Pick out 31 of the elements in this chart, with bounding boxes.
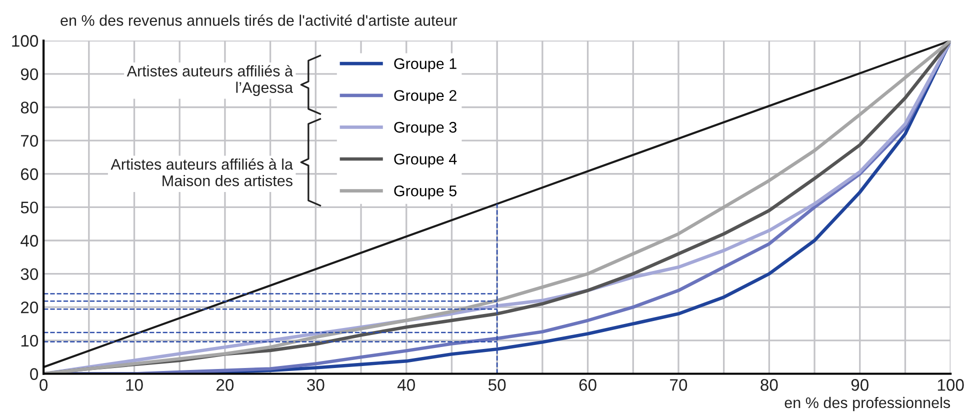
x-tick-label: 80 xyxy=(760,379,778,391)
y-tick-label: 90 xyxy=(20,68,38,80)
y-tick-label: 60 xyxy=(21,168,38,180)
x-tick-label: 60 xyxy=(579,379,596,391)
x-tick-label: 40 xyxy=(397,379,415,391)
x-tick-label: 20 xyxy=(216,379,234,391)
x-tick-label: 70 xyxy=(670,379,688,391)
annotation: Artistes auteurs affiliés à la Maison des artistes xyxy=(110,158,293,186)
legend-label: Groupe 3 xyxy=(394,122,456,136)
y-tick-label: 0 xyxy=(30,368,38,380)
x-axis-title: en % des professionnels xyxy=(784,396,950,412)
x-tick-label: 30 xyxy=(307,379,324,391)
legend-label: Groupe 5 xyxy=(394,186,456,200)
legend-label: Groupe 1 xyxy=(394,58,456,72)
x-tick-label: 10 xyxy=(126,379,143,391)
y-tick-label: 80 xyxy=(20,102,38,114)
legend-label: Groupe 2 xyxy=(394,90,456,104)
x-tick-label: 90 xyxy=(851,379,868,391)
legend-label: Groupe 4 xyxy=(394,154,457,168)
y-tick-label: 20 xyxy=(21,302,38,314)
y-tick-label: 10 xyxy=(21,334,38,347)
y-axis-title: en % des revenus annuels tirés de l'activité d'artiste auteur xyxy=(60,14,458,26)
y-tick-label: 30 xyxy=(20,268,38,280)
x-tick-label: 0 xyxy=(40,379,48,391)
x-tick-label: 100 xyxy=(938,379,964,391)
y-tick-label: 70 xyxy=(21,134,38,147)
y-tick-label: 100 xyxy=(12,35,38,47)
y-tick-label: 50 xyxy=(20,202,38,214)
annotation: Artistes auteurs affiliés à l’Agessa xyxy=(126,65,293,96)
y-tick-label: 40 xyxy=(20,234,38,247)
x-tick-label: 50 xyxy=(488,379,506,391)
